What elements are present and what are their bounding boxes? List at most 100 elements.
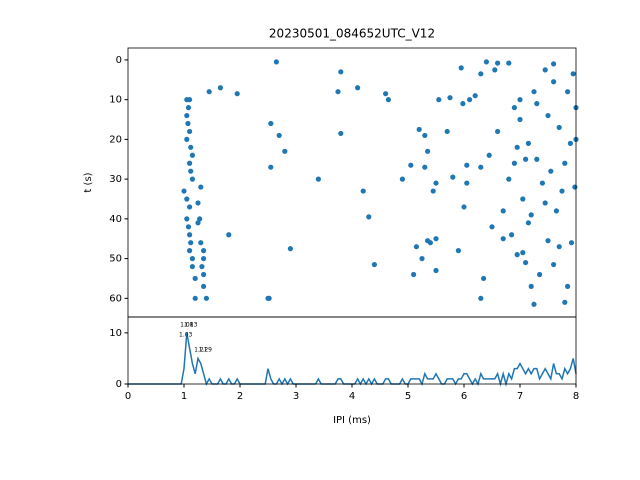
point <box>338 69 344 75</box>
x-axis-label: IPI (ms) <box>333 415 371 426</box>
point <box>422 132 428 139</box>
point <box>234 91 240 97</box>
point <box>525 220 532 226</box>
point <box>198 240 204 246</box>
point <box>565 89 571 95</box>
point <box>201 255 207 262</box>
point <box>562 299 568 305</box>
point <box>570 71 576 77</box>
point <box>472 93 478 99</box>
point <box>189 263 195 270</box>
point <box>500 208 506 214</box>
point <box>188 168 194 174</box>
x-tick-label: 7 <box>517 391 523 402</box>
point <box>559 188 565 194</box>
point <box>282 148 288 154</box>
point <box>185 120 191 127</box>
point <box>551 61 557 67</box>
point <box>315 176 321 182</box>
y-tick-label: 50 <box>109 254 122 265</box>
point <box>184 136 190 142</box>
point <box>366 214 372 220</box>
y-axis-label: t (s) <box>83 172 94 192</box>
point <box>188 240 194 246</box>
point <box>187 204 193 210</box>
point <box>495 60 501 66</box>
point <box>185 105 192 111</box>
point <box>455 248 461 254</box>
y-tick-label: 60 <box>109 293 122 304</box>
point <box>514 144 520 150</box>
point <box>511 160 517 166</box>
point <box>537 271 543 278</box>
point <box>360 188 366 194</box>
line <box>128 332 577 387</box>
point <box>273 59 279 65</box>
point <box>565 283 571 290</box>
point <box>545 112 551 119</box>
point <box>408 162 414 168</box>
point <box>542 200 548 206</box>
point <box>506 176 512 182</box>
point <box>567 140 574 146</box>
y-tick-label: 10 <box>109 95 122 106</box>
point <box>467 97 473 103</box>
point <box>556 244 562 250</box>
point <box>460 101 466 107</box>
y-tick-label: 20 <box>109 134 122 145</box>
point <box>413 244 419 250</box>
x-tick-label: 8 <box>573 391 579 402</box>
y-tick-label: 0 <box>116 55 122 66</box>
point <box>531 301 537 307</box>
point <box>511 105 517 111</box>
point <box>534 101 540 107</box>
point <box>553 208 560 214</box>
peak-label: 1.08 <box>180 322 194 329</box>
point <box>520 196 526 202</box>
point <box>266 295 272 301</box>
point <box>192 295 198 301</box>
point <box>430 188 436 194</box>
point <box>450 174 456 180</box>
point <box>562 160 568 166</box>
point <box>492 67 498 73</box>
point <box>197 216 203 222</box>
point <box>355 85 361 91</box>
peak-label: 1.13 <box>184 322 198 329</box>
point <box>411 271 417 278</box>
point <box>189 152 195 158</box>
point <box>568 240 575 246</box>
point <box>399 176 405 182</box>
point <box>447 95 453 101</box>
point <box>425 148 431 154</box>
point <box>187 160 193 166</box>
x-tick-label: 4 <box>349 391 355 402</box>
point <box>539 180 546 186</box>
point <box>458 65 464 71</box>
point <box>464 162 470 168</box>
point <box>203 295 209 301</box>
point <box>478 295 484 301</box>
point <box>556 124 562 131</box>
x-tick-label: 5 <box>405 391 411 402</box>
point <box>495 128 501 135</box>
point <box>478 71 484 77</box>
y-tick-label: 0 <box>116 379 122 390</box>
point <box>199 263 205 270</box>
point <box>206 89 212 95</box>
point <box>192 275 198 282</box>
peak-label: 1.29 <box>199 347 213 354</box>
point <box>195 200 201 206</box>
point <box>371 261 377 268</box>
point <box>481 275 487 282</box>
point <box>187 97 193 103</box>
point <box>528 212 534 218</box>
chart-title: 20230501_084652UTC_V12 <box>269 27 435 41</box>
point <box>201 283 207 290</box>
point <box>509 232 515 238</box>
point <box>525 140 532 146</box>
y-tick-label: 10 <box>109 328 122 339</box>
point <box>433 180 439 186</box>
